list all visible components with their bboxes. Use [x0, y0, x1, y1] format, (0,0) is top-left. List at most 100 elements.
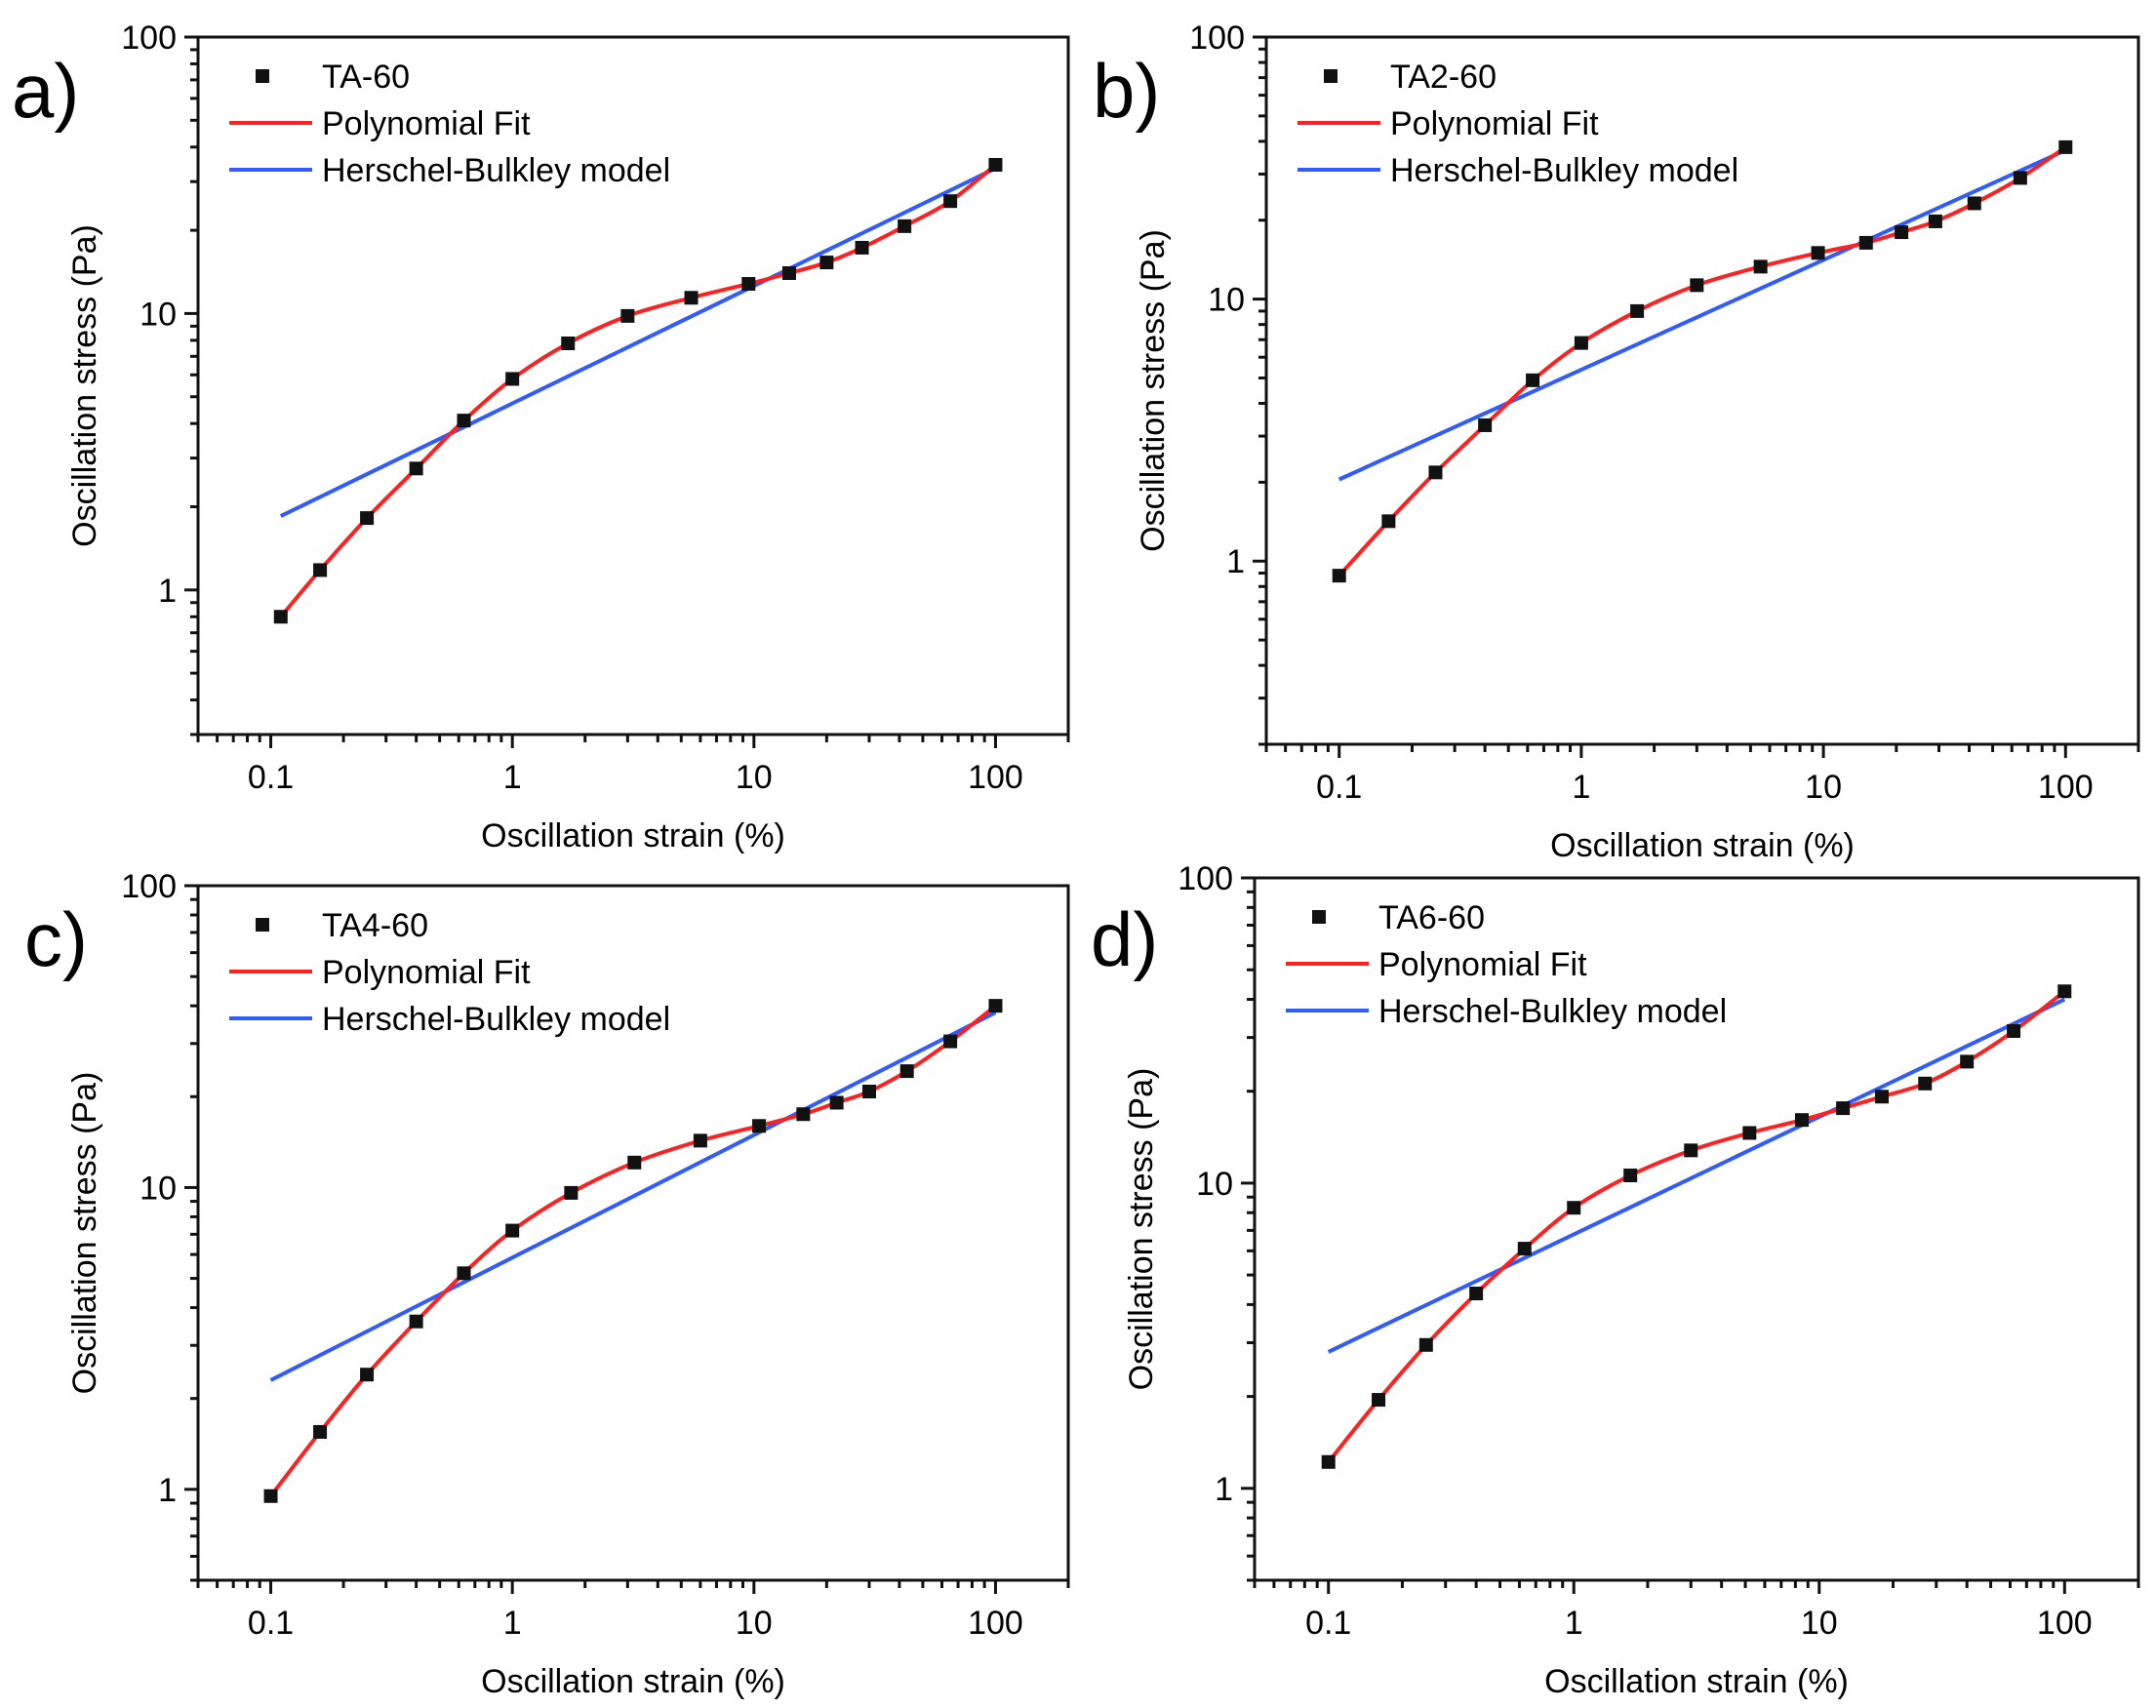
legend-label-hb: Herschel-Bulkley model — [322, 1001, 670, 1038]
panel-1: b) 0.1 1 10 100 1 10 100 Oscillation strain (%) O… — [1093, 20, 2140, 864]
y-tick-label: 10 — [1196, 1166, 1233, 1203]
data-point — [988, 999, 1003, 1013]
plot-frame — [196, 35, 1070, 736]
data-point — [1418, 1337, 1433, 1352]
x-axis-title: Oscillation strain (%) — [1550, 827, 1855, 864]
legend-marker-symbol — [256, 69, 269, 83]
data-point — [1858, 235, 1873, 250]
data-point — [693, 1133, 707, 1148]
x-tick-label: 0.1 — [248, 759, 294, 796]
data-point — [2013, 171, 2027, 185]
x-tick-label: 1 — [1565, 1605, 1583, 1642]
legend-label-hb: Herschel-Bulkley model — [1390, 152, 1738, 189]
y-axis-title: Oscillation stress (Pa) — [66, 224, 103, 547]
legend-label-polynomial: Polynomial Fit — [1390, 105, 1599, 142]
x-tick-label: 10 — [736, 759, 773, 796]
data-point — [1332, 569, 1346, 583]
data-point — [1567, 1201, 1581, 1215]
y-tick-label: 1 — [158, 573, 177, 610]
legend-marker-symbol — [1324, 69, 1338, 83]
x-tick-label: 0.1 — [248, 1605, 294, 1642]
data-point — [620, 308, 635, 323]
data-point — [457, 1266, 471, 1281]
panel-3: d) 0.1 1 10 100 1 10 100 Oscillation strain (%) O… — [1091, 860, 2140, 1700]
data-point — [1630, 303, 1645, 318]
data-point — [752, 1119, 767, 1133]
plot-frame — [1264, 35, 2140, 746]
data-point — [1918, 1076, 1933, 1091]
x-axis-title: Oscillation strain (%) — [1544, 1663, 1849, 1700]
data-point — [627, 1155, 642, 1170]
data-point — [1684, 1143, 1698, 1158]
data-point — [943, 194, 958, 209]
polynomial-fit-line — [279, 163, 997, 618]
data-point — [1469, 1287, 1484, 1301]
y-tick-label: 100 — [121, 20, 177, 57]
data-point — [313, 563, 328, 577]
data-point — [273, 610, 288, 624]
data-point — [409, 1314, 423, 1329]
y-axis-title: Oscillation stress (Pa) — [1123, 1068, 1160, 1391]
data-point — [819, 256, 834, 270]
data-point — [1623, 1168, 1638, 1182]
data-point — [2007, 1023, 2021, 1038]
legend-label-sample: TA2-60 — [1390, 59, 1497, 96]
data-point — [1574, 336, 1588, 350]
data-point — [1526, 373, 1540, 387]
legend-marker-symbol — [1312, 910, 1326, 924]
panel-2: c) 0.1 1 10 100 1 10 100 Oscillation strain (%) O… — [24, 868, 1070, 1700]
polynomial-fit-line — [1338, 145, 2067, 577]
data-point — [684, 291, 699, 305]
data-point — [782, 265, 797, 280]
x-axis-title: Oscillation strain (%) — [481, 1663, 785, 1700]
y-tick-label: 10 — [140, 1170, 177, 1207]
data-point — [409, 461, 423, 476]
data-point — [1795, 1113, 1810, 1128]
data-point — [561, 336, 576, 350]
data-point — [1742, 1126, 1757, 1140]
panel-label: c) — [24, 896, 88, 982]
panel-0: a) 0.1 1 10 100 1 10 100 Oscillation strain (%) O… — [12, 20, 1070, 854]
legend-label-polynomial: Polynomial Fit — [1378, 946, 1587, 983]
x-axis-title: Oscillation strain (%) — [481, 817, 785, 854]
data-point — [564, 1185, 579, 1200]
y-tick-label: 100 — [1189, 20, 1245, 57]
legend-label-polynomial: Polynomial Fit — [322, 954, 531, 991]
y-tick-label: 10 — [140, 296, 177, 333]
data-point — [457, 414, 471, 428]
data-point — [2057, 984, 2072, 999]
data-point — [855, 240, 869, 255]
herschel-bulkley-line — [1338, 148, 2067, 482]
data-point — [741, 277, 756, 292]
y-axis-title: Oscillation stress (Pa) — [66, 1072, 103, 1395]
y-axis-title: Oscillation stress (Pa) — [1135, 229, 1172, 552]
data-point — [313, 1424, 328, 1439]
x-tick-label: 10 — [736, 1605, 773, 1642]
data-point — [1753, 259, 1768, 274]
polynomial-fit-line — [268, 1004, 997, 1497]
data-point — [1811, 246, 1825, 260]
panel-label: d) — [1091, 896, 1158, 982]
legend-label-sample: TA6-60 — [1378, 899, 1485, 936]
data-point — [898, 218, 912, 233]
x-tick-label: 0.1 — [1305, 1605, 1351, 1642]
herschel-bulkley-line — [279, 166, 997, 518]
data-point — [1874, 1090, 1889, 1104]
data-point — [1372, 1393, 1386, 1408]
data-point — [1478, 417, 1493, 432]
legend-marker-symbol — [256, 918, 269, 932]
x-tick-label: 1 — [1572, 769, 1590, 806]
x-tick-label: 100 — [2037, 1605, 2093, 1642]
legend-label-hb: Herschel-Bulkley model — [1378, 993, 1727, 1030]
data-point — [1960, 1054, 1975, 1069]
panel-label: b) — [1093, 48, 1160, 134]
data-point — [1428, 465, 1443, 480]
data-point — [861, 1085, 876, 1099]
data-point — [1321, 1454, 1336, 1469]
x-tick-label: 0.1 — [1316, 769, 1362, 806]
data-point — [360, 511, 375, 526]
plot-frame — [1253, 876, 2140, 1582]
herschel-bulkley-line — [269, 1011, 997, 1382]
legend-label-sample: TA-60 — [322, 59, 410, 96]
x-tick-label: 100 — [968, 1605, 1023, 1642]
